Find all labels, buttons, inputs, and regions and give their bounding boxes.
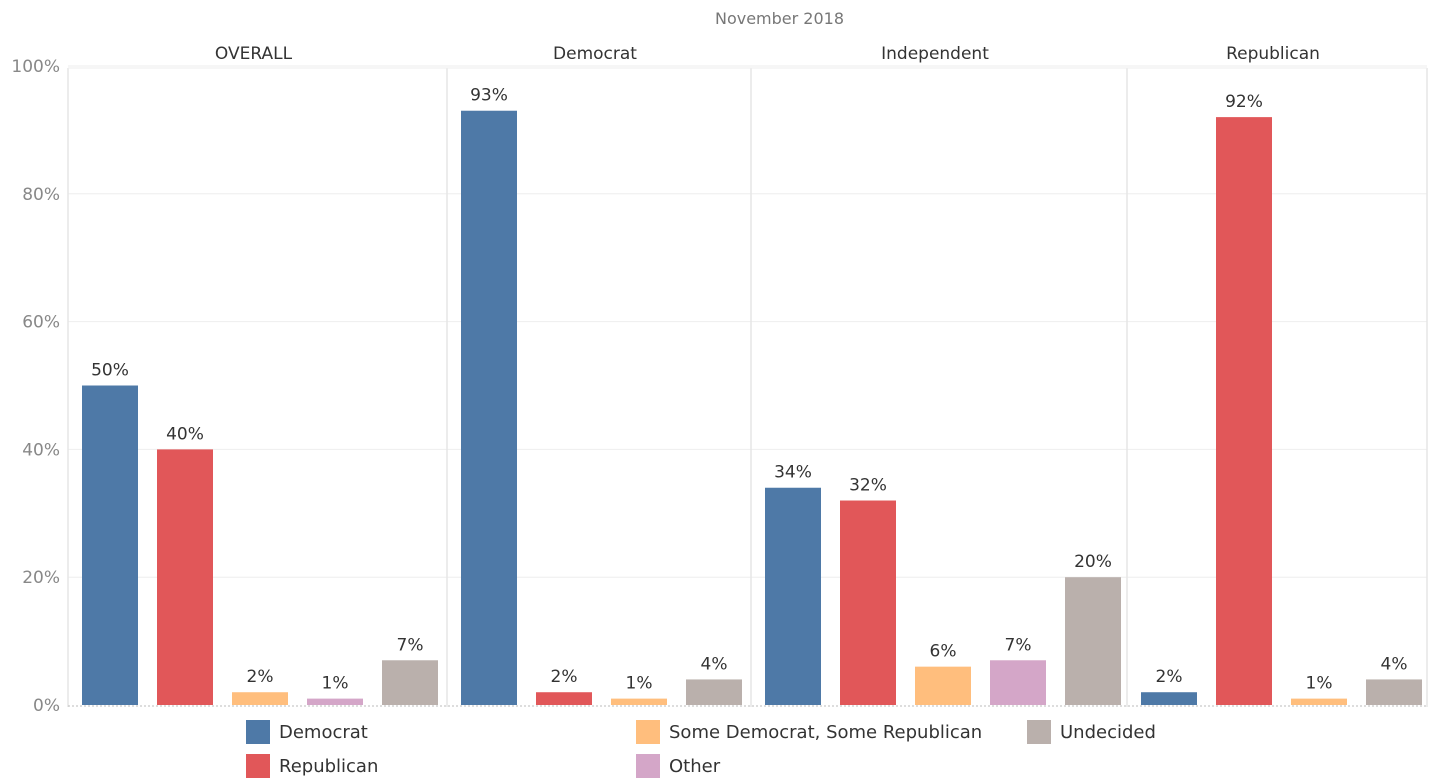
bar	[82, 385, 138, 705]
data-label: 4%	[1381, 654, 1408, 674]
data-label: 92%	[1225, 92, 1263, 112]
y-tick-label: 60%	[22, 313, 60, 333]
legend-item: Other	[636, 754, 720, 778]
bar	[915, 666, 971, 705]
bar	[840, 500, 896, 705]
legend-label: Other	[669, 755, 721, 777]
bar	[611, 698, 667, 705]
bar	[1366, 679, 1422, 705]
data-label: 34%	[774, 463, 812, 483]
bar	[382, 660, 438, 705]
data-label: 1%	[322, 674, 349, 694]
data-label: 20%	[1074, 552, 1112, 572]
data-label: 50%	[91, 361, 129, 381]
legend-swatch	[246, 754, 270, 778]
y-tick-label: 0%	[33, 696, 60, 716]
bar	[157, 449, 213, 705]
bar	[990, 660, 1046, 705]
legend-label: Democrat	[279, 721, 368, 743]
panel-title: Democrat	[553, 44, 637, 64]
y-tick-label: 80%	[22, 185, 60, 205]
bar	[1065, 577, 1121, 705]
bar	[1291, 698, 1347, 705]
legend-swatch	[636, 720, 660, 744]
legend-item: Undecided	[1027, 720, 1156, 744]
bar	[536, 692, 592, 705]
data-label: 6%	[930, 642, 957, 662]
y-tick-label: 40%	[22, 440, 60, 460]
data-label: 7%	[1005, 635, 1032, 655]
data-label: 4%	[701, 654, 728, 674]
panel-title: OVERALL	[215, 44, 293, 64]
data-label: 7%	[397, 635, 424, 655]
panel-title: Republican	[1226, 44, 1320, 64]
legend-item: Some Democrat, Some Republican	[636, 720, 982, 744]
legend-item: Republican	[246, 754, 378, 778]
data-label: 2%	[247, 667, 274, 687]
legend-item: Democrat	[246, 720, 368, 744]
data-label: 2%	[1156, 667, 1183, 687]
legend-label: Republican	[279, 755, 379, 777]
legend-swatch	[1027, 720, 1051, 744]
legend-label: Undecided	[1060, 721, 1156, 743]
bar	[307, 698, 363, 705]
bar	[461, 110, 517, 706]
bar	[232, 692, 288, 705]
legend-label: Some Democrat, Some Republican	[669, 721, 983, 743]
legend-swatch	[246, 720, 270, 744]
bar	[1216, 117, 1272, 706]
y-tick-label: 100%	[11, 57, 60, 77]
data-label: 2%	[551, 667, 578, 687]
bar	[1141, 692, 1197, 705]
data-label: 1%	[1306, 674, 1333, 694]
bar	[765, 487, 821, 705]
legend-swatch	[636, 754, 660, 778]
data-label: 32%	[849, 476, 887, 496]
panel-title: Independent	[881, 44, 989, 64]
chart-title: November 2018	[715, 9, 844, 28]
legend: Democrat Republican Some Democrat, Some Re…	[246, 718, 1246, 778]
bar	[686, 679, 742, 705]
data-label: 40%	[166, 424, 204, 444]
data-label: 1%	[626, 674, 653, 694]
data-label: 93%	[470, 86, 508, 106]
y-tick-label: 20%	[22, 568, 60, 588]
